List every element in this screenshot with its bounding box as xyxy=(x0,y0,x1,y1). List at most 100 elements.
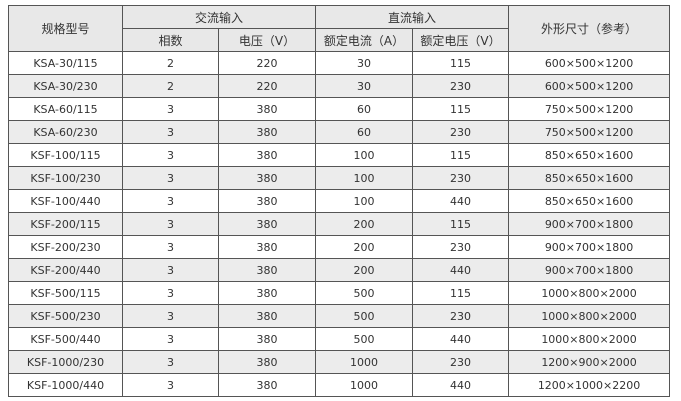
cell-model: KSA-60/230 xyxy=(8,120,123,144)
cell-dc-current: 60 xyxy=(315,97,414,121)
table-row: KSF-200/230 3 380 200 230 900×700×1800 xyxy=(8,235,671,259)
cell-ac-voltage: 380 xyxy=(217,97,317,121)
cell-model: KSF-100/440 xyxy=(8,189,123,213)
cell-ac-phases: 3 xyxy=(122,258,219,282)
cell-ac-voltage: 380 xyxy=(217,350,317,374)
cell-dc-voltage: 115 xyxy=(412,281,510,305)
cell-model: KSF-500/440 xyxy=(8,327,123,351)
cell-model: KSA-30/115 xyxy=(8,51,123,75)
cell-dc-voltage: 230 xyxy=(412,350,510,374)
cell-model: KSA-60/115 xyxy=(8,97,123,121)
table-row: KSA-30/230 2 220 30 230 600×500×1200 xyxy=(8,74,671,98)
cell-ac-voltage: 380 xyxy=(217,373,317,397)
cell-dc-voltage: 115 xyxy=(412,212,510,236)
header-ac-phases: 相数 xyxy=(122,28,219,52)
cell-dc-voltage: 230 xyxy=(412,120,510,144)
cell-ac-voltage: 380 xyxy=(217,258,317,282)
cell-dimensions: 1000×800×2000 xyxy=(508,281,671,305)
table-row: KSA-30/115 2 220 30 115 600×500×1200 xyxy=(8,51,671,75)
header-dc-voltage: 额定电压（V） xyxy=(412,28,510,52)
cell-dc-voltage: 440 xyxy=(412,327,510,351)
header-dimensions: 外形尺寸（参考） xyxy=(508,5,671,52)
table-row: KSF-200/440 3 380 200 440 900×700×1800 xyxy=(8,258,671,282)
cell-dc-voltage: 115 xyxy=(412,51,510,75)
cell-ac-phases: 3 xyxy=(122,143,219,167)
cell-ac-voltage: 380 xyxy=(217,143,317,167)
cell-dc-current: 200 xyxy=(315,235,414,259)
cell-dc-voltage: 115 xyxy=(412,143,510,167)
cell-dimensions: 900×700×1800 xyxy=(508,212,671,236)
table-row: KSF-500/230 3 380 500 230 1000×800×2000 xyxy=(8,304,671,328)
cell-model: KSA-30/230 xyxy=(8,74,123,98)
cell-ac-voltage: 220 xyxy=(217,51,317,75)
cell-ac-phases: 3 xyxy=(122,304,219,328)
header-dc-current: 额定电流（A） xyxy=(315,28,414,52)
cell-dc-voltage: 230 xyxy=(412,304,510,328)
cell-dc-current: 200 xyxy=(315,258,414,282)
cell-ac-phases: 3 xyxy=(122,373,219,397)
table-row: KSF-1000/230 3 380 1000 230 1200×900×2000 xyxy=(8,350,671,374)
cell-dc-current: 200 xyxy=(315,212,414,236)
cell-dc-current: 100 xyxy=(315,143,414,167)
spec-table: 规格型号 交流输入 直流输入 外形尺寸（参考） 相数 电压（V） 额定电流（A）… xyxy=(8,5,671,397)
cell-ac-phases: 3 xyxy=(122,97,219,121)
table-row: KSA-60/115 3 380 60 115 750×500×1200 xyxy=(8,97,671,121)
cell-ac-phases: 3 xyxy=(122,166,219,190)
cell-dc-voltage: 440 xyxy=(412,189,510,213)
header-ac-input: 交流输入 xyxy=(121,5,317,29)
cell-model: KSF-500/230 xyxy=(8,304,123,328)
cell-model: KSF-500/115 xyxy=(8,281,123,305)
cell-dc-voltage: 230 xyxy=(412,166,510,190)
cell-dc-current: 1000 xyxy=(315,350,414,374)
cell-model: KSF-200/230 xyxy=(8,235,123,259)
cell-ac-phases: 2 xyxy=(122,74,219,98)
cell-dimensions: 600×500×1200 xyxy=(508,74,671,98)
cell-dimensions: 750×500×1200 xyxy=(508,97,671,121)
cell-ac-phases: 3 xyxy=(122,281,219,305)
cell-ac-phases: 3 xyxy=(122,235,219,259)
cell-ac-phases: 3 xyxy=(122,327,219,351)
cell-ac-phases: 2 xyxy=(122,51,219,75)
cell-dimensions: 850×650×1600 xyxy=(508,143,671,167)
cell-ac-phases: 3 xyxy=(122,189,219,213)
table-row: KSF-1000/440 3 380 1000 440 1200×1000×2200 xyxy=(8,373,671,397)
cell-model: KSF-200/440 xyxy=(8,258,123,282)
cell-ac-voltage: 380 xyxy=(217,212,317,236)
cell-model: KSF-200/115 xyxy=(8,212,123,236)
cell-model: KSF-1000/230 xyxy=(8,350,123,374)
header-ac-voltage: 电压（V） xyxy=(217,28,317,52)
cell-ac-voltage: 380 xyxy=(217,166,317,190)
cell-ac-voltage: 380 xyxy=(217,235,317,259)
cell-ac-phases: 3 xyxy=(122,350,219,374)
cell-dimensions: 1000×800×2000 xyxy=(508,304,671,328)
table-row: KSF-100/115 3 380 100 115 850×650×1600 xyxy=(8,143,671,167)
table-row: KSA-60/230 3 380 60 230 750×500×1200 xyxy=(8,120,671,144)
cell-model: KSF-100/115 xyxy=(8,143,123,167)
cell-dc-current: 30 xyxy=(315,74,414,98)
cell-ac-voltage: 380 xyxy=(217,281,317,305)
cell-dimensions: 850×650×1600 xyxy=(508,189,671,213)
cell-dc-current: 30 xyxy=(315,51,414,75)
cell-dimensions: 900×700×1800 xyxy=(508,258,671,282)
cell-dimensions: 750×500×1200 xyxy=(508,120,671,144)
cell-ac-voltage: 380 xyxy=(217,189,317,213)
cell-dc-voltage: 115 xyxy=(412,97,510,121)
table-row: KSF-200/115 3 380 200 115 900×700×1800 xyxy=(8,212,671,236)
cell-dc-current: 500 xyxy=(315,281,414,305)
header-dc-input: 直流输入 xyxy=(315,5,510,29)
cell-dc-current: 1000 xyxy=(315,373,414,397)
cell-ac-voltage: 220 xyxy=(217,74,317,98)
cell-ac-phases: 3 xyxy=(122,120,219,144)
cell-dc-voltage: 440 xyxy=(412,258,510,282)
cell-model: KSF-100/230 xyxy=(8,166,123,190)
table-row: KSF-100/230 3 380 100 230 850×650×1600 xyxy=(8,166,671,190)
table-row: KSF-100/440 3 380 100 440 850×650×1600 xyxy=(8,189,671,213)
cell-dc-current: 60 xyxy=(315,120,414,144)
cell-dc-voltage: 230 xyxy=(412,74,510,98)
cell-dc-voltage: 230 xyxy=(412,235,510,259)
cell-model: KSF-1000/440 xyxy=(8,373,123,397)
cell-ac-voltage: 380 xyxy=(217,120,317,144)
table-row: KSF-500/115 3 380 500 115 1000×800×2000 xyxy=(8,281,671,305)
header-model: 规格型号 xyxy=(8,5,123,52)
cell-dimensions: 1000×800×2000 xyxy=(508,327,671,351)
